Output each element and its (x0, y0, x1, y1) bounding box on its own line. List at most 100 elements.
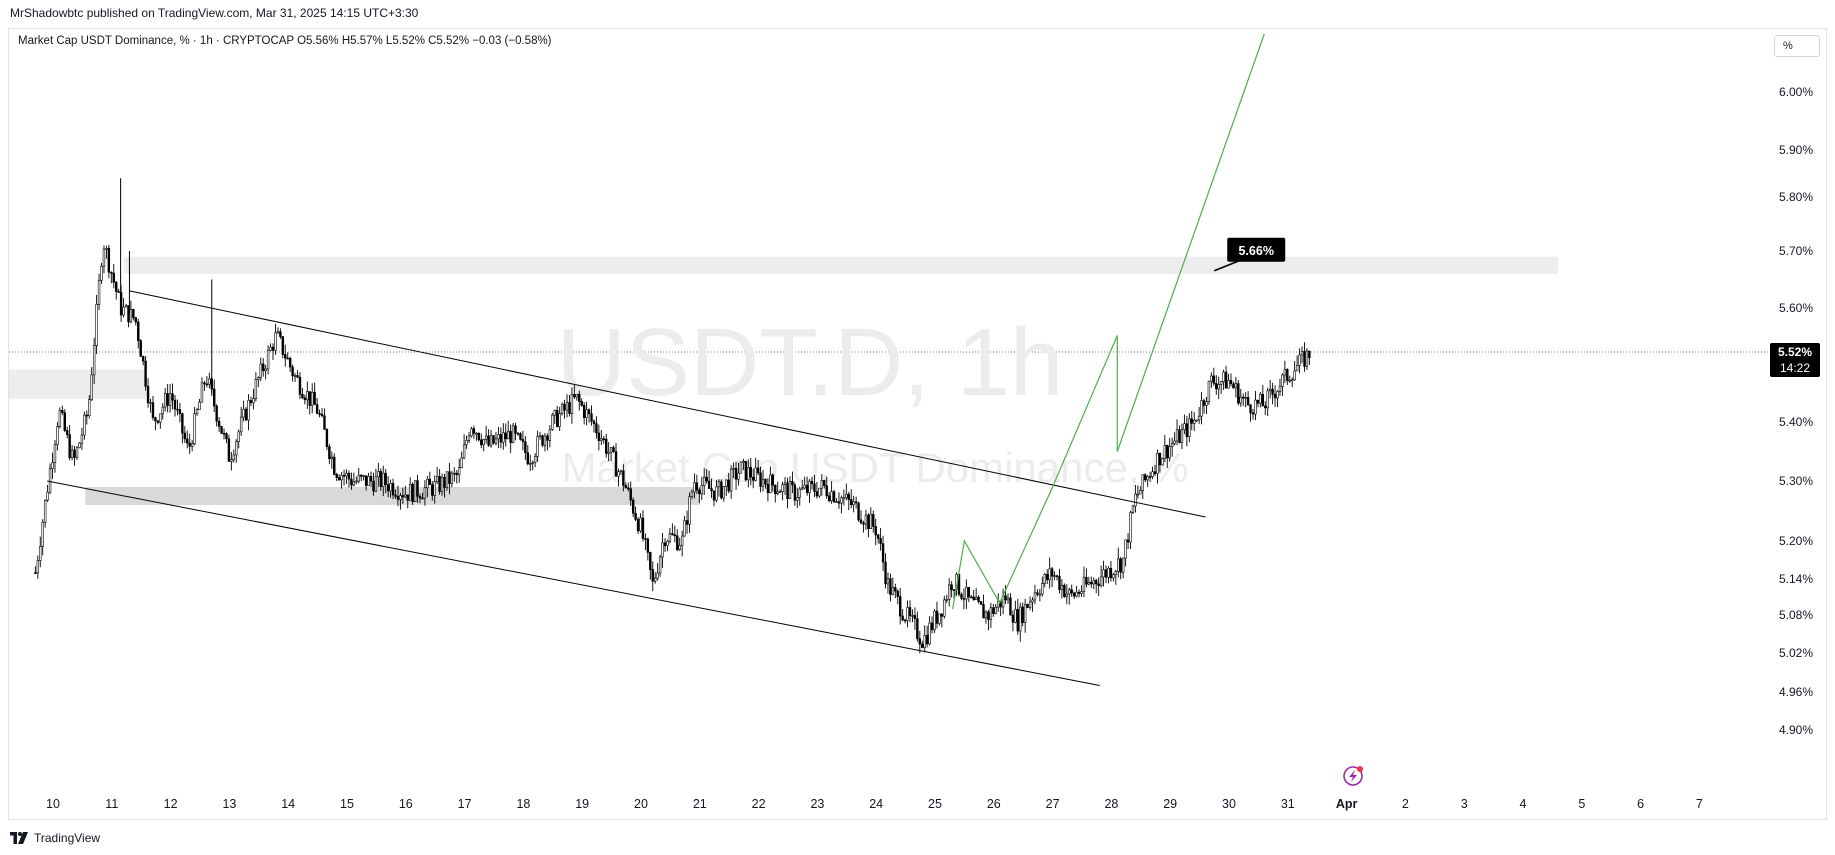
candle (1256, 399, 1260, 408)
candle (421, 492, 424, 500)
candle (972, 589, 975, 601)
candle (690, 489, 694, 500)
candle-body (962, 598, 966, 600)
percent-scale-button[interactable]: % (1774, 35, 1820, 57)
candle (600, 429, 603, 446)
candle (492, 434, 495, 445)
candle-body (1131, 505, 1135, 513)
candle-body (911, 615, 914, 617)
candle-body (391, 483, 395, 496)
candle (565, 394, 569, 418)
candle (700, 476, 703, 501)
candle (805, 476, 809, 496)
candle (950, 581, 953, 598)
candle (1006, 593, 1010, 604)
candle-body (232, 454, 236, 460)
candle-body (950, 584, 953, 590)
candle (61, 405, 64, 416)
candle (374, 468, 378, 493)
candle-body (921, 643, 924, 648)
candle (864, 509, 868, 530)
candle-body (864, 514, 868, 525)
candle (982, 594, 985, 619)
candle (134, 317, 138, 326)
candle-body (742, 461, 745, 463)
candle (480, 433, 483, 449)
candle (678, 537, 681, 552)
candle-body (200, 382, 204, 403)
candle (1308, 350, 1311, 365)
candle-body (1102, 569, 1105, 578)
candle-body (1244, 396, 1247, 399)
candle-body (66, 430, 69, 435)
candle (896, 589, 899, 605)
candle-body (793, 484, 797, 501)
time-axis[interactable]: 10 11 12 13 14 15 16 17 18 19 20 21 22 23 24 25 26 27 28 29… (46, 797, 1703, 811)
candle-body (982, 604, 985, 619)
candle (788, 476, 792, 499)
candle (928, 616, 931, 646)
candle (595, 416, 598, 439)
candle (703, 468, 706, 496)
x-tick-label: 2 (1402, 797, 1409, 811)
candle (688, 492, 691, 533)
candle (340, 471, 343, 489)
price-axis[interactable]: 6.00% 5.90% 5.80% 5.70% 5.60% 5.40% 5.30% 5.20%… (1779, 85, 1813, 737)
candle (418, 493, 422, 504)
candle-body (862, 522, 865, 525)
candle (1156, 449, 1159, 484)
symbol-legend[interactable]: Market Cap USDT Dominance, % · 1h · CRYP… (18, 35, 552, 47)
candle-body (840, 497, 843, 504)
candle-body (685, 520, 689, 525)
candle (796, 487, 799, 508)
x-tick-label: 23 (810, 797, 824, 811)
candle (1251, 409, 1255, 420)
candle-body (318, 413, 321, 415)
candle (874, 518, 877, 546)
candle (948, 578, 951, 607)
candle (979, 600, 983, 605)
candle-body (1197, 415, 1201, 421)
candle (482, 438, 485, 452)
candle-body (409, 484, 412, 501)
candle-body (1261, 394, 1265, 407)
candle-body (818, 487, 821, 497)
candle (286, 352, 289, 360)
candle-body (181, 413, 184, 434)
candle (168, 384, 172, 413)
candle (1202, 398, 1206, 414)
candle-body (1266, 390, 1269, 409)
candle (1227, 373, 1230, 389)
candle (1072, 591, 1076, 600)
candle-body (1291, 379, 1294, 382)
y-tick-label: 5.70% (1779, 244, 1813, 258)
candle-body (801, 487, 804, 490)
candle-body (592, 420, 596, 424)
candle (1188, 413, 1191, 443)
candle-body (1129, 512, 1132, 543)
candle (1043, 572, 1046, 588)
candle (705, 469, 708, 484)
candle (923, 625, 926, 653)
y-tick-label: 4.96% (1779, 685, 1813, 699)
candle (416, 474, 419, 503)
candle (1109, 561, 1113, 582)
candle-body (328, 446, 331, 459)
candle (355, 476, 358, 485)
candle-body (58, 410, 62, 427)
candle (303, 394, 307, 405)
candle-body (1146, 476, 1149, 481)
candle-body (901, 615, 904, 621)
candle-body (992, 607, 995, 614)
candle (311, 383, 314, 414)
candle (646, 537, 650, 561)
candle-body (161, 406, 164, 415)
lightning-icon[interactable] (1343, 766, 1363, 786)
candle-body (656, 572, 659, 579)
candle (1283, 360, 1287, 384)
candle (803, 476, 806, 490)
candle (404, 485, 407, 498)
candle (1085, 568, 1088, 588)
candle-body (977, 596, 980, 602)
